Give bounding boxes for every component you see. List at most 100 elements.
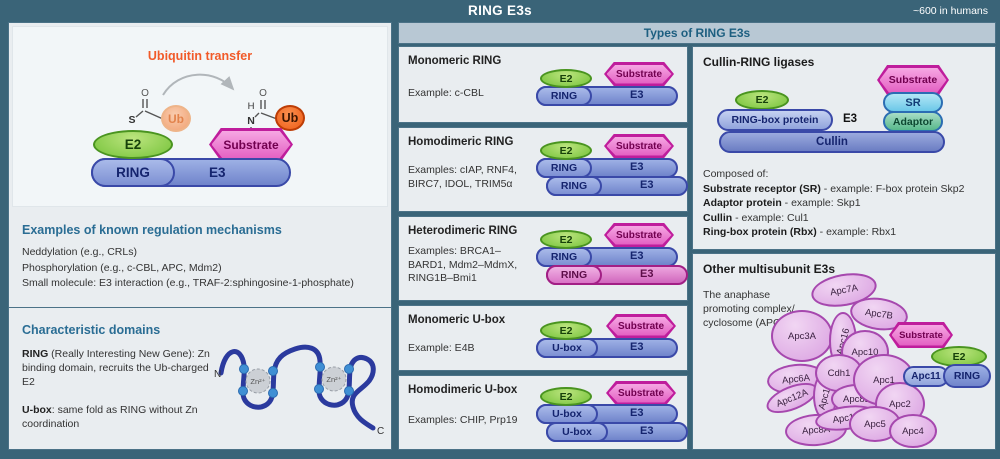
e3-label: E3 — [640, 179, 654, 191]
e3-label: E3 — [630, 407, 644, 419]
sr-pill: SR — [883, 92, 943, 113]
box-title: Heterodimeric RING — [408, 225, 518, 237]
composed-title: Composed of: — [703, 168, 769, 180]
box-cullin-ring-ligases: Cullin-RING ligases Substrate SR E2 RING… — [692, 46, 996, 250]
ubox-definition: U-box: same fold as RING without Zn coor… — [22, 404, 198, 430]
e3-bar-pink: RING E3 — [546, 265, 688, 285]
e2-pill: E2 — [540, 321, 592, 340]
ubiquitin-transfer-title: Ubiquitin transfer — [147, 49, 253, 63]
zn-label: Zn²⁺ — [326, 375, 341, 384]
e2-pill: E2 — [540, 141, 592, 160]
atom-n: N — [247, 115, 255, 127]
ring-pill: RING — [536, 158, 592, 178]
box-example: Example: E4B — [408, 342, 475, 354]
e3-bar: RING E3 — [536, 247, 678, 267]
ring-definition: RING (Really Interesting New Gene): Zn b… — [22, 348, 210, 388]
substrate-hexagon: Substrate — [604, 223, 674, 247]
substrate-hexagon: Substrate — [604, 62, 674, 86]
ubiquitin-transfer-diagram: Ubiquitin transfer O S O H N Ub Ub Subs — [12, 26, 388, 207]
atom-s: S — [128, 114, 135, 126]
e2-pill: E2 — [540, 230, 592, 249]
e3-label: E3 — [630, 250, 644, 262]
e2-pill: E2 — [93, 130, 173, 159]
box-example: Examples: cIAP, RNF4, BIRC7, IDOL, TRIM5… — [408, 164, 517, 190]
e2-pill: E2 — [735, 90, 789, 110]
box-title: Monomeric RING — [408, 55, 502, 67]
e3-bar: RING E3 — [536, 86, 678, 106]
ring-pill: RING — [546, 176, 602, 196]
apc-caption: The anaphase promoting complex/ cyclosom… — [703, 289, 795, 329]
e3-bar: RING E3 — [91, 158, 291, 187]
box-title: Cullin-RING ligases — [703, 55, 815, 69]
box-title: Homodimeric U-box — [408, 384, 518, 396]
e2-pill: E2 — [540, 387, 592, 406]
atom-o-left: O — [141, 88, 149, 99]
atom-h: H — [248, 101, 255, 112]
box-homodimeric-ubox: Homodimeric U-box Examples: CHIP, Prp19 … — [398, 375, 688, 450]
box-other-multisubunit-e3s: Other multisubunit E3s The anaphase prom… — [692, 253, 996, 450]
regulation-heading: Examples of known regulation mechanisms — [22, 223, 282, 237]
box-monomeric-ubox: Monomeric U-box Example: E4B Substrate U… — [398, 305, 688, 371]
domains-heading: Characteristic domains — [22, 323, 161, 337]
apc-subunit: Apc3A — [771, 310, 833, 362]
ubox-pill: U-box — [536, 338, 598, 358]
regulation-list: Neddylation (e.g., CRLs) Phosphorylation… — [22, 245, 354, 292]
box-title: Monomeric U-box — [408, 314, 506, 326]
substrate-hexagon: Substrate — [209, 128, 293, 161]
domains-text: RING (Really Interesting New Gene): Zn b… — [22, 347, 214, 431]
zn-label: Zn²⁺ — [250, 377, 265, 386]
e3-label: E3 — [640, 425, 654, 437]
count-note: ~600 in humans — [912, 5, 988, 17]
substrate-hexagon: Substrate — [606, 314, 676, 338]
box-example: Examples: CHIP, Prp19 — [408, 414, 518, 426]
ring-pill: RING — [546, 265, 602, 285]
ring-pill: RING — [91, 158, 175, 187]
box-example: Examples: BRCA1–BARD1, Mdm2–MdmX, RING1B… — [408, 245, 518, 284]
composed-item: Cullin - example: Cul1 — [703, 211, 809, 224]
ub-faded-circle: Ub — [161, 105, 191, 132]
box-example: Example: c-CBL — [408, 87, 484, 99]
composed-item: Substrate receptor (SR) - example: F-box… — [703, 182, 965, 195]
e2-pill: E2 — [540, 69, 592, 88]
e3-bar: U-box E3 — [536, 404, 678, 424]
e3-label: E3 — [630, 161, 644, 173]
ring-pill: RING — [536, 247, 592, 267]
substrate-hexagon: Substrate — [606, 381, 676, 405]
composed-item: Adaptor protein - example: Skp1 — [703, 197, 861, 209]
cullin-bar: Cullin — [719, 131, 945, 153]
composed-of-list: Composed of: Substrate receptor (SR) - e… — [703, 167, 964, 240]
composed-item: Ring-box protein (Rbx) - example: Rbx1 — [703, 226, 897, 238]
box-heterodimeric-ring: Heterodimeric RING Examples: BRCA1–BARD1… — [398, 216, 688, 301]
ring-pill: RING — [943, 364, 991, 388]
regulation-item: Phosphorylation (e.g., c-CBL, APC, Mdm2) — [22, 261, 222, 274]
e3-label: E3 — [209, 165, 226, 180]
chemistry-bonds-and-arrow-icon: O S O H N — [128, 73, 278, 134]
types-header: Types of RING E3s — [398, 22, 996, 44]
section-divider — [9, 307, 391, 308]
apc-subunit: Apc4 — [889, 414, 937, 448]
ubox-pill: U-box — [546, 422, 608, 442]
e3-label: E3 — [640, 268, 654, 280]
box-title: Homodimeric RING — [408, 136, 514, 148]
box-homodimeric-ring: Homodimeric RING Examples: cIAP, RNF4, B… — [398, 127, 688, 212]
left-panel: Ubiquitin transfer O S O H N Ub Ub Subs — [8, 22, 392, 450]
e3-label: E3 — [843, 113, 858, 125]
ubox-pill: U-box — [536, 404, 598, 424]
e3-bar: RING E3 — [536, 158, 678, 178]
ub-charged-circle: Ub — [275, 105, 305, 131]
zn-finger-fold-icon: Zn²⁺ Zn²⁺ N C — [214, 344, 384, 437]
e3-bar: U-box E3 — [546, 422, 688, 442]
substrate-hexagon: Substrate — [889, 322, 953, 348]
ring-box-protein-pill: RING-box protein — [717, 109, 833, 131]
e3-label: E3 — [630, 89, 644, 101]
c-terminus-label: C — [377, 426, 384, 437]
box-monomeric-ring: Monomeric RING Example: c-CBL Substrate … — [398, 46, 688, 123]
box-title: Other multisubunit E3s — [703, 262, 836, 276]
atom-o-right: O — [259, 88, 267, 99]
n-terminus-label: N — [214, 369, 221, 380]
substrate-hexagon: Substrate — [877, 65, 949, 95]
substrate-hexagon: Substrate — [604, 134, 674, 158]
regulation-item: Small molecule: E3 interaction (e.g., TR… — [22, 277, 354, 289]
regulation-item: Neddylation (e.g., CRLs) — [22, 246, 137, 258]
e3-bar: U-box E3 — [536, 338, 678, 358]
